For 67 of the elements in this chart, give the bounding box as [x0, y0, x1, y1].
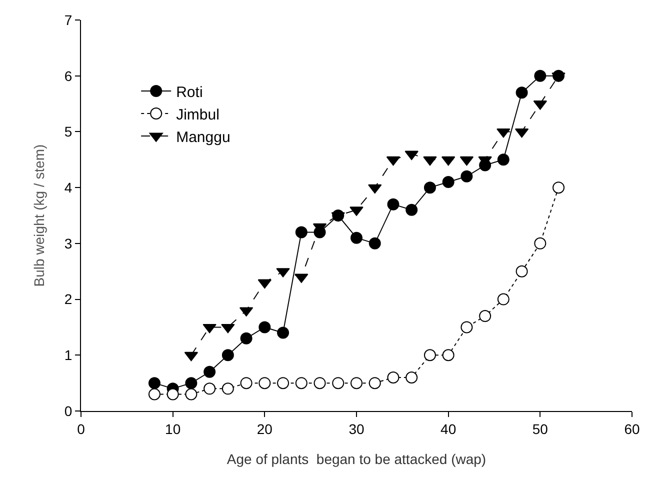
point: [460, 170, 473, 182]
point: [185, 377, 198, 390]
legend-label: Jimbul: [176, 106, 220, 124]
point: [534, 237, 546, 250]
point: [387, 198, 400, 210]
point: [240, 377, 252, 390]
point: [404, 150, 418, 160]
point: [148, 388, 160, 400]
point: [442, 176, 454, 188]
y-tick-label: 3: [64, 235, 72, 252]
y-axis-title: Bulb weight (kg / stem): [31, 144, 48, 287]
point: [516, 265, 528, 278]
point: [277, 377, 290, 390]
y-tick-label: 7: [64, 12, 72, 28]
point: [221, 324, 235, 334]
legend-label: Roti: [176, 84, 203, 101]
point: [295, 377, 308, 390]
x-tick-label: 60: [624, 420, 640, 437]
point: [332, 377, 344, 390]
point: [368, 237, 381, 250]
point: [442, 349, 454, 362]
point: [423, 156, 437, 166]
y-tick-label: 0: [64, 402, 72, 419]
point: [496, 128, 510, 138]
point: [204, 382, 216, 395]
point: [222, 382, 234, 395]
x-tick-label: 40: [440, 420, 456, 437]
point: [350, 232, 362, 244]
point: [204, 366, 216, 378]
x-tick-label: 0: [77, 420, 86, 437]
point: [148, 377, 160, 390]
point: [295, 226, 308, 238]
point: [368, 377, 381, 390]
point: [350, 377, 362, 390]
x-axis-title: Age of plants began to be attacked (wap): [226, 451, 486, 468]
point: [497, 293, 510, 306]
y-tick-label: 5: [64, 124, 72, 140]
point: [202, 324, 216, 334]
x-tick-label: 20: [256, 420, 273, 437]
x-tick-label: 50: [532, 420, 548, 437]
point: [222, 349, 234, 362]
x-tick-label: 30: [348, 420, 364, 437]
y-tick-label: 4: [64, 179, 72, 196]
point: [497, 154, 510, 166]
point: [185, 388, 198, 400]
point: [424, 182, 436, 194]
point: [460, 321, 473, 334]
legend-label: Manggu: [176, 128, 230, 146]
y-tick-label: 2: [64, 291, 72, 308]
point: [368, 184, 382, 194]
y-tick-label: 6: [64, 68, 72, 84]
point: [277, 326, 290, 339]
point: [258, 377, 271, 390]
point: [424, 349, 436, 362]
y-tick-label: 1: [64, 347, 72, 364]
point: [406, 204, 418, 216]
point: [166, 388, 179, 400]
point: [258, 321, 271, 334]
point: [406, 371, 418, 384]
point: [479, 310, 492, 322]
point: [516, 86, 528, 99]
x-tick-label: 10: [165, 420, 181, 437]
point: [552, 182, 565, 194]
point: [240, 332, 252, 344]
point: [387, 371, 400, 384]
point: [314, 377, 326, 390]
point: [534, 70, 546, 82]
